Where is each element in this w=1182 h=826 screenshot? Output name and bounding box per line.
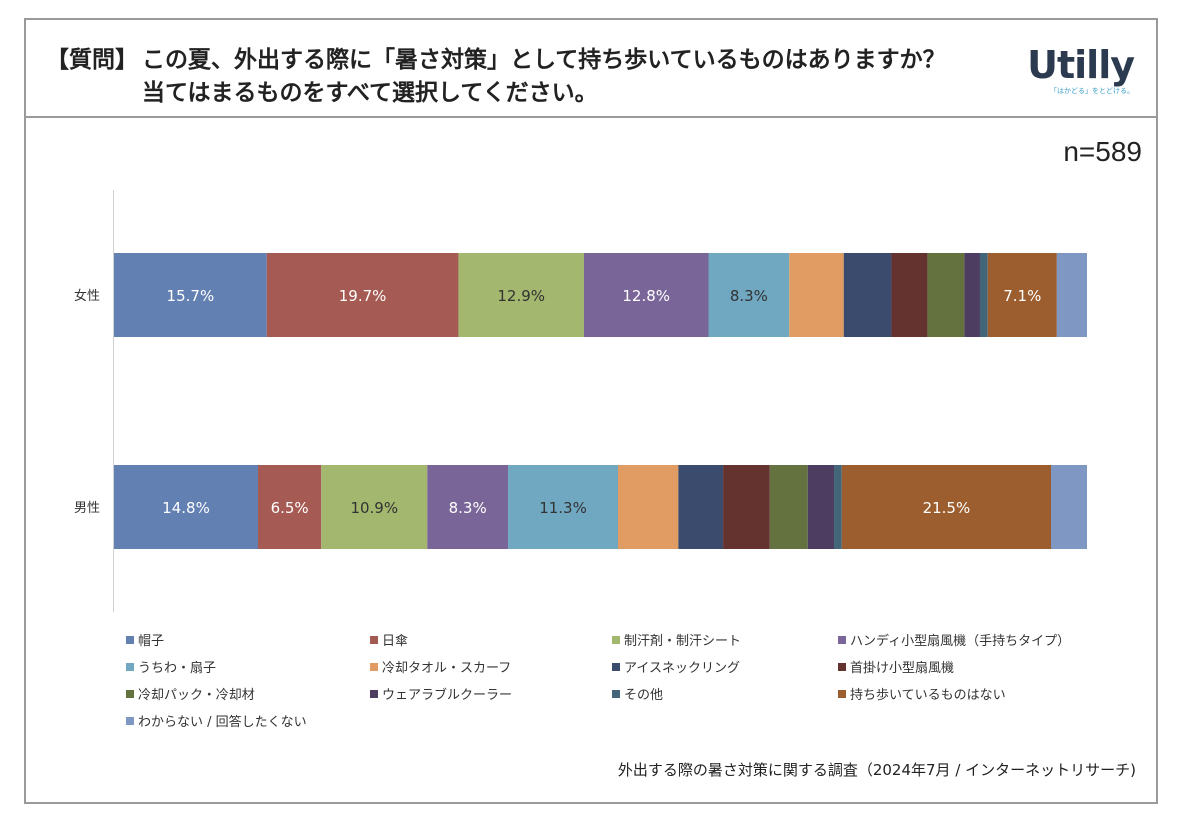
- legend-swatch: [370, 663, 378, 671]
- legend-swatch: [612, 690, 620, 698]
- category-label: 男性: [74, 501, 100, 516]
- bar-segment: [927, 253, 965, 337]
- legend-label: ハンディ小型扇風機（手持ちタイプ）: [850, 634, 1071, 649]
- legend-label: その他: [624, 688, 664, 703]
- legend-label: 冷却タオル・スカーフ: [382, 661, 512, 676]
- question-header: 【質問】 この夏、外出する際に「暑さ対策」として持ち歩いているものはありますか？…: [26, 20, 1156, 118]
- logo-wordmark: Utilly: [1027, 43, 1135, 87]
- data-label: 7.1%: [1003, 287, 1041, 305]
- legend-label: アイスネックリング: [624, 661, 740, 676]
- bar-segment: [834, 465, 842, 549]
- legend-label: 持ち歩いているものはない: [850, 688, 1006, 703]
- legend-item: 首掛け小型扇風機: [838, 657, 954, 676]
- bar-segment: [583, 253, 709, 337]
- legend-item: 帽子: [126, 630, 164, 649]
- legend-swatch: [838, 663, 846, 671]
- legend-swatch: [612, 636, 620, 644]
- legend-label: 日傘: [382, 634, 409, 649]
- source-note: 外出する際の暑さ対策に関する調査（2024年7月 / インターネットリサーチ): [617, 761, 1136, 779]
- bar-segment: [807, 465, 835, 549]
- legend-item: 日傘: [370, 630, 408, 649]
- legend-label: うちわ・扇子: [138, 661, 217, 676]
- legend-item: うちわ・扇子: [126, 657, 216, 676]
- logo-tagline: 「はかどる」をとどける。: [1050, 87, 1134, 95]
- bar-segment: [979, 253, 988, 337]
- legend-swatch: [838, 690, 846, 698]
- brand-logo: Utilly 「はかどる」をとどける。: [1027, 43, 1135, 96]
- bar-segment: [843, 253, 892, 337]
- bar-segment: [266, 253, 459, 337]
- bar-segment: [789, 253, 844, 337]
- data-label: 10.9%: [350, 499, 398, 517]
- data-label: 12.8%: [622, 287, 670, 305]
- legend-label: 帽子: [138, 634, 165, 649]
- legend-swatch: [126, 717, 134, 725]
- question-line-2: 当てはまるものをすべて選択してください。: [142, 80, 598, 106]
- bar-segment: [841, 465, 1051, 549]
- data-label: 8.3%: [449, 499, 487, 517]
- legend-item: 冷却パック・冷却材: [126, 684, 255, 703]
- data-label: 12.9%: [497, 287, 545, 305]
- legend-swatch: [126, 663, 134, 671]
- bar-segment: [114, 253, 267, 337]
- bar-segment: [964, 253, 980, 337]
- legend-item: ハンディ小型扇風機（手持ちタイプ）: [838, 630, 1070, 649]
- bar-segment: [427, 465, 509, 549]
- sample-size: n=589: [1063, 136, 1142, 167]
- bar-segment: [258, 465, 322, 549]
- bar-segment: [678, 465, 724, 549]
- bar-segment: [891, 253, 928, 337]
- legend-swatch: [126, 636, 134, 644]
- legend-item: その他: [612, 684, 663, 703]
- bar-segment: [114, 465, 259, 549]
- legend-swatch: [370, 636, 378, 644]
- category-label: 女性: [74, 288, 100, 304]
- legend-label: 冷却パック・冷却材: [138, 688, 255, 703]
- data-label: 14.8%: [162, 499, 210, 517]
- legend-swatch: [370, 690, 378, 698]
- data-label: 8.3%: [730, 287, 768, 305]
- legend-item: ウェアラブルクーラー: [370, 684, 512, 703]
- legend-swatch: [838, 636, 846, 644]
- legend-label: ウェアラブルクーラー: [382, 688, 513, 703]
- bar-segment: [708, 253, 790, 337]
- bar-segment: [723, 465, 770, 549]
- legend-label: わからない / 回答したくない: [138, 715, 307, 730]
- legend-swatch: [126, 690, 134, 698]
- bar-segment: [321, 465, 428, 549]
- data-label: 11.3%: [539, 499, 587, 517]
- legend-label: 首掛け小型扇風機: [850, 661, 955, 676]
- question-mark: 【質問】: [46, 47, 138, 73]
- bar-segment: [458, 253, 584, 337]
- bar-segment: [618, 465, 679, 549]
- bar-segment: [1050, 465, 1087, 549]
- data-label: 19.7%: [339, 287, 387, 305]
- bar-segment: [987, 253, 1057, 337]
- legend-label: 制汗剤・制汗シート: [624, 634, 742, 649]
- legend-item: 制汗剤・制汗シート: [612, 630, 741, 649]
- data-label: 21.5%: [923, 499, 971, 517]
- data-label: 15.7%: [167, 287, 215, 305]
- bar-segment: [769, 465, 808, 549]
- legend-item: アイスネックリング: [612, 657, 740, 676]
- legend-item: わからない / 回答したくない: [126, 711, 307, 730]
- legend-item: 持ち歩いているものはない: [838, 684, 1006, 703]
- data-label: 6.5%: [271, 499, 309, 517]
- legend-swatch: [612, 663, 620, 671]
- bar-segment: [1056, 253, 1087, 337]
- legend-item: 冷却タオル・スカーフ: [370, 657, 511, 676]
- bar-segment: [508, 465, 619, 549]
- question-line-1: この夏、外出する際に「暑さ対策」として持ち歩いているものはありますか？: [142, 47, 946, 73]
- chart-frame: 【質問】 この夏、外出する際に「暑さ対策」として持ち歩いているものはありますか？…: [24, 18, 1158, 804]
